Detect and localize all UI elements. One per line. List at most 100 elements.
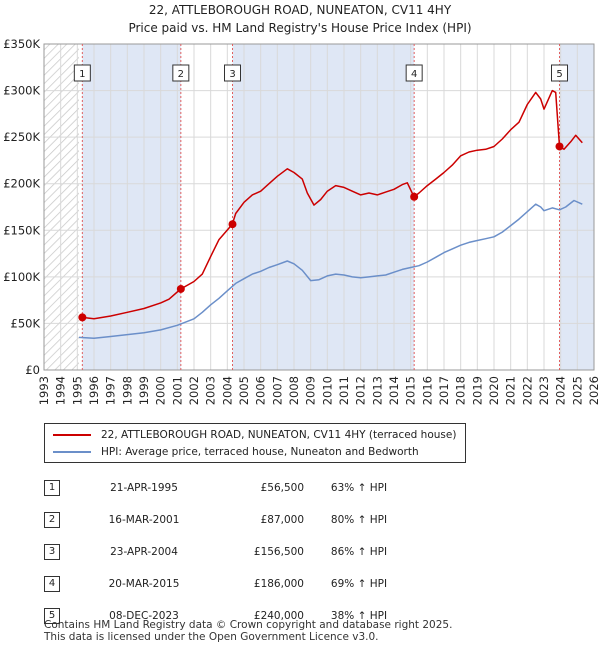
sale-point <box>228 220 237 229</box>
cell-date: 16-MAR-2001 <box>108 514 180 526</box>
x-tick-label: 2023 <box>537 376 551 405</box>
cell-date: 23-APR-2004 <box>110 546 178 558</box>
x-tick-label: 1995 <box>70 376 84 405</box>
sale-point <box>78 313 87 322</box>
cell-num: 5 <box>44 600 84 632</box>
legend-item-property: 22, ATTLEBOROUGH ROAD, NUNEATON, CV11 4H… <box>53 427 456 443</box>
footer: Contains HM Land Registry data © Crown c… <box>44 619 452 643</box>
x-tick-label: 1993 <box>37 376 51 405</box>
sale-marker-box <box>172 64 190 82</box>
series-line <box>82 89 583 320</box>
sale-point <box>555 142 564 151</box>
cell-num: 1 <box>44 472 84 504</box>
legend-swatch-hpi <box>53 451 91 453</box>
x-tick-label: 2022 <box>520 376 534 405</box>
sale-marker-label: 2 <box>178 69 184 80</box>
x-tick-label: 2009 <box>304 376 318 405</box>
x-tick-label: 2014 <box>387 376 401 405</box>
price-chart: £0 £50K £100K £150K £200K £250K £300K £350K 1993… <box>3 37 600 405</box>
cell-hpi: 63% ↑ HPI <box>330 482 388 494</box>
table-row: 2 16-MAR-2001 £87,000 80% ↑ HPI <box>44 504 414 536</box>
y-tick-label: £350K <box>3 37 40 51</box>
cell-hpi: 86% ↑ HPI <box>330 546 388 558</box>
y-tick-label: £150K <box>3 223 40 237</box>
sale-badge: 4 <box>44 576 60 592</box>
sale-badge: 2 <box>44 512 60 528</box>
series-line <box>78 199 583 340</box>
cell-num: 4 <box>44 568 84 600</box>
x-tick-label: 2012 <box>354 376 368 405</box>
x-tick-label: 2005 <box>237 376 251 405</box>
x-tick-label: 2010 <box>320 376 334 405</box>
cell-num: 2 <box>44 504 84 536</box>
cell-hpi: 38% ↑ HPI <box>330 610 388 622</box>
y-tick-label: £0 <box>25 363 40 377</box>
sale-badge: 3 <box>44 544 60 560</box>
x-tick-label: 2007 <box>270 376 284 405</box>
x-tick-label: 2026 <box>587 376 600 405</box>
x-tick-label: 1997 <box>104 376 118 405</box>
cell-price: £156,500 <box>253 546 304 558</box>
x-tick-label: 2008 <box>287 376 301 405</box>
cell-date: 20-MAR-2015 <box>108 578 180 590</box>
table-row: 3 23-APR-2004 £156,500 86% ↑ HPI <box>44 536 414 568</box>
sale-point <box>176 284 185 293</box>
x-tick-label: 1999 <box>137 376 151 405</box>
footer-licence: This data is licensed under the Open Gov… <box>44 631 379 643</box>
hatch-region <box>44 44 79 370</box>
cell-date: 08-DEC-2023 <box>109 610 179 622</box>
sale-badge: 1 <box>44 480 60 496</box>
cell-num: 3 <box>44 536 84 568</box>
cell-price: £87,000 <box>260 514 304 526</box>
legend-label-property: 22, ATTLEBOROUGH ROAD, NUNEATON, CV11 4H… <box>101 429 457 441</box>
table-row: 5 08-DEC-2023 £240,000 38% ↑ HPI <box>44 600 414 632</box>
cell-price: £240,000 <box>253 610 304 622</box>
y-tick-label: £50K <box>11 316 41 330</box>
x-tick-label: 2006 <box>254 376 268 405</box>
sale-marker-label: 5 <box>556 69 562 80</box>
sale-marker-label: 3 <box>229 69 235 80</box>
table-row: 1 21-APR-1995 £56,500 63% ↑ HPI <box>44 472 414 504</box>
sale-marker-box <box>224 64 241 82</box>
chart-title: 22, ATTLEBOROUGH ROAD, NUNEATON, CV11 4H… <box>148 3 452 17</box>
x-tick-label: 2017 <box>437 376 451 405</box>
cell-price: £56,500 <box>260 482 304 494</box>
x-tick-label: 2019 <box>470 376 484 405</box>
x-tick-label: 2013 <box>370 376 384 405</box>
x-tick-label: 2003 <box>204 376 218 405</box>
x-tick-label: 2020 <box>487 376 501 405</box>
chart-subtitle: Price paid vs. HM Land Registry's House … <box>128 21 472 35</box>
footer-copyright: Contains HM Land Registry data © Crown c… <box>44 619 453 631</box>
x-tick-label: 1996 <box>87 376 101 405</box>
x-tick-label: 2016 <box>420 376 434 405</box>
legend-swatch-property <box>53 434 91 436</box>
x-tick-label: 2024 <box>554 376 568 405</box>
x-tick-label: 2002 <box>187 376 201 405</box>
sale-marker-label: 1 <box>79 69 85 80</box>
transactions-table: 1 21-APR-1995 £56,500 63% ↑ HPI 2 16-MAR-2001… <box>44 472 414 632</box>
y-tick-label: £100K <box>3 270 40 284</box>
x-tick-label: 2004 <box>220 376 234 405</box>
legend-label-hpi: HPI: Average price, terraced house, Nune… <box>101 446 419 458</box>
sale-marker-box <box>73 64 91 82</box>
chart-legend: 22, ATTLEBOROUGH ROAD, NUNEATON, CV11 4H… <box>44 423 466 463</box>
y-tick-label: £300K <box>3 84 40 98</box>
sale-marker-label: 4 <box>411 69 417 80</box>
sale-badge: 5 <box>44 608 60 624</box>
x-tick-label: 2000 <box>154 376 168 405</box>
cell-hpi: 69% ↑ HPI <box>330 578 388 590</box>
x-tick-label: 1998 <box>120 376 134 405</box>
y-tick-label: £200K <box>3 177 40 191</box>
table-row: 4 20-MAR-2015 £186,000 69% ↑ HPI <box>44 568 414 600</box>
cell-hpi: 80% ↑ HPI <box>330 514 388 526</box>
x-tick-label: 2011 <box>337 376 351 405</box>
ownership-band <box>232 44 415 370</box>
x-tick-label: 2021 <box>504 376 518 405</box>
legend-item-hpi: HPI: Average price, terraced house, Nune… <box>53 444 419 460</box>
y-tick-label: £250K <box>3 130 40 144</box>
plot-frame <box>43 43 595 371</box>
x-tick-label: 2025 <box>570 376 584 405</box>
sale-point <box>410 192 419 201</box>
ownership-band <box>82 44 181 370</box>
x-tick-label: 2001 <box>170 376 184 405</box>
